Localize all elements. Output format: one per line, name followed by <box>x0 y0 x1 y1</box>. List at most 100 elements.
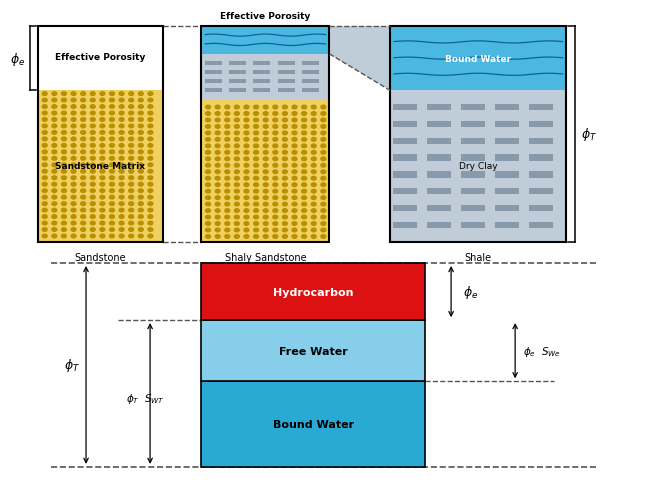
Circle shape <box>215 164 220 168</box>
Bar <box>390 27 567 91</box>
Circle shape <box>61 183 67 187</box>
Circle shape <box>205 112 211 116</box>
Circle shape <box>264 197 268 200</box>
Circle shape <box>129 164 134 167</box>
Circle shape <box>254 106 258 109</box>
Circle shape <box>311 151 316 155</box>
Circle shape <box>129 228 134 232</box>
Text: Effective Porosity: Effective Porosity <box>56 53 145 62</box>
Bar <box>38 27 163 91</box>
Circle shape <box>302 170 307 174</box>
Bar <box>202 55 329 100</box>
Bar <box>495 105 519 111</box>
Circle shape <box>321 183 326 187</box>
Circle shape <box>234 197 239 200</box>
Circle shape <box>81 215 85 219</box>
Circle shape <box>321 235 326 239</box>
Circle shape <box>234 222 239 226</box>
Circle shape <box>148 215 153 219</box>
Circle shape <box>52 189 57 193</box>
Circle shape <box>61 138 67 141</box>
Circle shape <box>311 235 316 239</box>
Circle shape <box>110 92 114 96</box>
Circle shape <box>292 235 297 239</box>
Circle shape <box>302 158 307 161</box>
Circle shape <box>282 164 287 168</box>
Circle shape <box>264 222 268 226</box>
Bar <box>229 62 246 65</box>
Circle shape <box>302 106 307 109</box>
Text: $\phi_e$: $\phi_e$ <box>463 284 478 301</box>
Circle shape <box>138 112 143 116</box>
Text: Hydrocarbon: Hydrocarbon <box>273 287 353 297</box>
Circle shape <box>234 183 239 187</box>
Bar <box>393 121 417 128</box>
Circle shape <box>205 177 211 181</box>
Bar <box>529 138 553 145</box>
Circle shape <box>205 190 211 194</box>
Circle shape <box>90 177 95 180</box>
Bar <box>495 189 519 195</box>
Circle shape <box>42 164 47 167</box>
Circle shape <box>138 189 143 193</box>
Circle shape <box>321 112 326 116</box>
Circle shape <box>52 177 57 180</box>
Circle shape <box>61 164 67 167</box>
Circle shape <box>282 229 287 232</box>
Circle shape <box>321 209 326 213</box>
Circle shape <box>225 106 230 109</box>
Circle shape <box>90 99 95 103</box>
Circle shape <box>52 99 57 103</box>
Bar <box>393 105 417 111</box>
Circle shape <box>61 196 67 199</box>
Circle shape <box>119 209 124 212</box>
Circle shape <box>90 138 95 141</box>
Bar <box>278 71 295 75</box>
Circle shape <box>90 131 95 135</box>
Circle shape <box>71 151 76 154</box>
Circle shape <box>225 216 230 219</box>
Circle shape <box>264 112 268 116</box>
Circle shape <box>311 106 316 109</box>
Circle shape <box>205 151 211 155</box>
Circle shape <box>110 177 114 180</box>
Circle shape <box>61 215 67 219</box>
Circle shape <box>282 190 287 194</box>
Circle shape <box>205 106 211 109</box>
Circle shape <box>321 145 326 149</box>
Text: Free Water: Free Water <box>279 346 348 356</box>
Circle shape <box>311 197 316 200</box>
Bar <box>461 155 485 162</box>
Circle shape <box>292 216 297 219</box>
Bar <box>38 91 163 242</box>
Circle shape <box>119 164 124 167</box>
Circle shape <box>42 202 47 206</box>
Circle shape <box>52 144 57 148</box>
Circle shape <box>273 190 278 194</box>
Circle shape <box>71 125 76 129</box>
Circle shape <box>90 125 95 129</box>
Circle shape <box>282 183 287 187</box>
Text: $\phi_T$: $\phi_T$ <box>581 126 597 143</box>
Circle shape <box>225 119 230 122</box>
Circle shape <box>302 203 307 207</box>
Bar <box>38 27 163 242</box>
Circle shape <box>100 92 105 96</box>
Circle shape <box>42 177 47 180</box>
Circle shape <box>215 106 220 109</box>
Circle shape <box>264 145 268 149</box>
Circle shape <box>71 189 76 193</box>
Circle shape <box>42 119 47 122</box>
Circle shape <box>81 157 85 161</box>
Circle shape <box>244 106 249 109</box>
Circle shape <box>321 203 326 207</box>
Circle shape <box>100 99 105 103</box>
Circle shape <box>129 92 134 96</box>
Bar <box>202 27 329 242</box>
Circle shape <box>61 106 67 109</box>
Circle shape <box>81 222 85 226</box>
Circle shape <box>81 99 85 103</box>
Circle shape <box>138 157 143 161</box>
Circle shape <box>42 112 47 116</box>
Circle shape <box>71 235 76 238</box>
